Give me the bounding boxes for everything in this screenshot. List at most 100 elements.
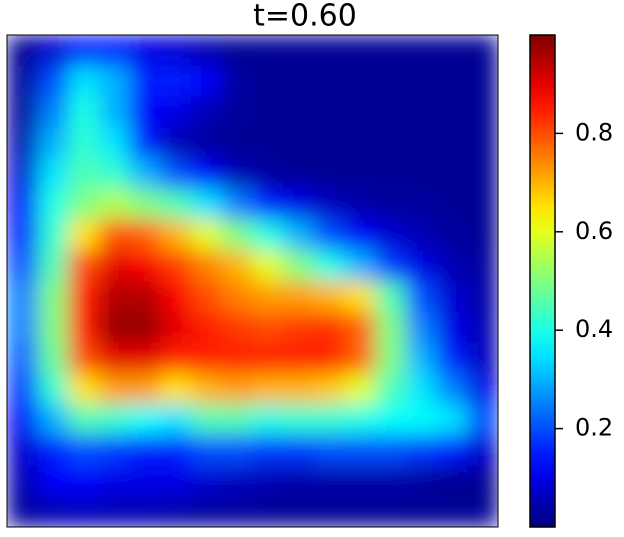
- heatmap-cell: [37, 281, 69, 313]
- heatmap-cell: [283, 434, 315, 466]
- heatmap-cell: [467, 96, 498, 128]
- heatmap-cell: [344, 404, 376, 436]
- heatmap-cell: [436, 373, 468, 405]
- heatmap-cell: [129, 35, 161, 67]
- heatmap-cell: [467, 434, 498, 466]
- heatmap-cell: [405, 496, 438, 527]
- heatmap-cell: [191, 342, 223, 374]
- heatmap-cell: [344, 373, 376, 405]
- heatmap-cell: [7, 250, 39, 282]
- heatmap-cell: [221, 250, 253, 282]
- heatmap-cell: [375, 96, 407, 128]
- heatmap-cell: [191, 127, 223, 159]
- heatmap-cell: [252, 65, 284, 97]
- heatmap-cell: [313, 35, 346, 67]
- heatmap-cell: [436, 311, 468, 343]
- heatmap-cell: [160, 404, 192, 436]
- heatmap-cell: [160, 311, 192, 343]
- heatmap-cell: [191, 311, 223, 343]
- heatmap-cell: [7, 434, 39, 466]
- heatmap-cell: [375, 35, 407, 67]
- heatmap-cell: [283, 342, 315, 374]
- heatmap-cell: [221, 96, 253, 128]
- heatmap-cell: [160, 434, 192, 466]
- heatmap-cell: [7, 496, 39, 527]
- heatmap-cell: [191, 496, 223, 527]
- heatmap-cell: [436, 65, 468, 97]
- heatmap-cell: [160, 373, 192, 405]
- heatmap-cell: [405, 404, 438, 436]
- heatmap-cell: [160, 127, 192, 159]
- heatmap-cell: [252, 373, 284, 405]
- heatmap-cell: [375, 250, 407, 282]
- heatmap-cell: [283, 158, 315, 190]
- heatmap-cell: [37, 373, 69, 405]
- heatmap-cell: [129, 342, 161, 374]
- heatmap-cell: [252, 250, 284, 282]
- heatmap-cell: [99, 65, 131, 97]
- heatmap-cell: [252, 188, 284, 220]
- heatmap-cell: [99, 96, 131, 128]
- colorbar-tick-label: 0.8: [575, 118, 613, 146]
- heatmap-cell: [467, 219, 498, 251]
- heatmap-cell: [191, 434, 223, 466]
- heatmap-cell: [436, 281, 468, 313]
- heatmap-cell: [221, 219, 253, 251]
- heatmap-cell: [99, 158, 131, 190]
- heatmap-cell: [221, 465, 253, 497]
- heatmap-cell: [283, 127, 315, 159]
- heatmap-cell: [99, 35, 131, 67]
- heatmap-cell: [191, 465, 223, 497]
- heatmap-cell: [375, 311, 407, 343]
- heatmap-cell: [375, 404, 407, 436]
- heatmap-cell: [313, 373, 346, 405]
- heatmap-cell: [283, 496, 315, 527]
- heatmap-cell: [129, 281, 161, 313]
- heatmap-cell: [375, 127, 407, 159]
- heatmap-cell: [344, 127, 376, 159]
- heatmap-cell: [252, 281, 284, 313]
- heatmap-cell: [405, 65, 438, 97]
- heatmap-cell: [160, 96, 192, 128]
- heatmap-cell: [7, 158, 39, 190]
- heatmap-cell: [344, 496, 376, 527]
- heatmap-cell: [252, 219, 284, 251]
- heatmap-cell: [7, 188, 39, 220]
- heatmap-cell: [68, 434, 100, 466]
- heatmap-cell: [436, 127, 468, 159]
- heatmap-cell: [436, 219, 468, 251]
- heatmap-cell: [405, 465, 438, 497]
- heatmap-cell: [99, 250, 131, 282]
- heatmap-cell: [313, 158, 346, 190]
- heatmap-cell: [405, 373, 438, 405]
- heatmap-cell: [344, 250, 376, 282]
- heatmap-cell: [191, 373, 223, 405]
- heatmap-cell: [436, 496, 468, 527]
- heatmap-cell: [467, 404, 498, 436]
- heatmap-cell: [68, 127, 100, 159]
- heatmap-cell: [129, 465, 161, 497]
- heatmap-cell: [7, 65, 39, 97]
- heatmap-cell: [313, 281, 346, 313]
- heatmap-cell: [436, 434, 468, 466]
- heatmap-cell: [99, 342, 131, 374]
- heatmap-cell: [191, 219, 223, 251]
- heatmap-cell: [160, 35, 192, 67]
- heatmap-cell: [405, 158, 438, 190]
- heatmap-cell: [129, 404, 161, 436]
- heatmap-cell: [160, 496, 192, 527]
- heatmap-cell: [68, 311, 100, 343]
- heatmap-cell: [68, 96, 100, 128]
- heatmap-cell: [99, 373, 131, 405]
- heatmap-cell: [191, 281, 223, 313]
- heatmap-cell: [68, 158, 100, 190]
- heatmap-cell: [467, 342, 498, 374]
- heatmap-cell: [7, 465, 39, 497]
- heatmap-cell: [191, 250, 223, 282]
- heatmap-cell: [99, 404, 131, 436]
- heatmap-cell: [283, 96, 315, 128]
- heatmap-cell: [313, 311, 346, 343]
- heatmap-cell: [221, 373, 253, 405]
- heatmap-cell: [160, 250, 192, 282]
